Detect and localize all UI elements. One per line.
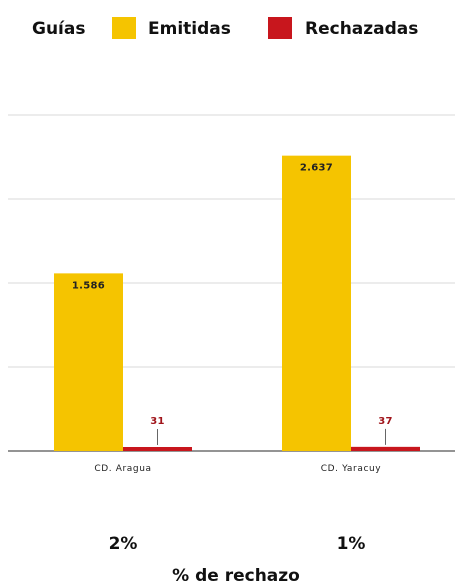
rejection-caption: % de rechazo	[172, 566, 300, 586]
x-tick-label-1: CD. Yaracuy	[321, 464, 382, 474]
data-label-emitidas-1: 2.637	[300, 163, 333, 174]
data-label-rechazadas-1: 37	[378, 416, 393, 427]
bar-rechazadas-0	[123, 447, 192, 451]
x-axis-ticks: CD. Aragua CD. Yaracuy	[94, 464, 382, 474]
data-label-rechazadas-0: 31	[150, 416, 165, 427]
data-label-emitidas-0: 1.586	[72, 280, 105, 291]
legend-label-rechazadas: Rechazadas	[305, 19, 418, 39]
legend: Guías Emitidas Rechazadas	[32, 17, 418, 39]
bar-emitidas-1	[282, 155, 351, 451]
legend-title: Guías	[32, 19, 85, 39]
bars	[54, 155, 420, 451]
legend-swatch-rechazadas	[268, 17, 292, 39]
data-labels: 1.586 31 2.637 37	[72, 163, 393, 445]
x-tick-label-0: CD. Aragua	[94, 464, 151, 474]
bar-emitidas-0	[54, 273, 123, 451]
bar-rechazadas-1	[351, 446, 420, 451]
rejection-percentages: 2% 1% % de rechazo	[109, 534, 366, 586]
legend-label-emitidas: Emitidas	[148, 19, 231, 39]
rejection-pct-aragua: 2%	[109, 534, 138, 554]
legend-swatch-emitidas	[112, 17, 136, 39]
rejection-pct-yaracuy: 1%	[337, 534, 366, 554]
